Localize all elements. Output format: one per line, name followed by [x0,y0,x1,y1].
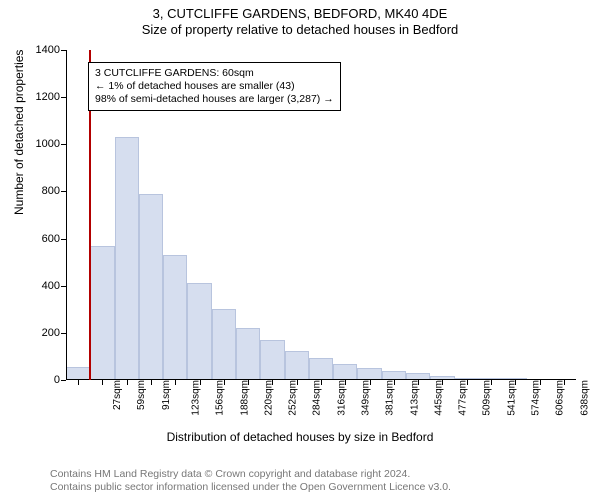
y-tick-label: 400 [42,280,66,292]
x-tick-mark [515,380,516,385]
x-tick-label: 284sqm [306,380,323,416]
y-tick-label: 1200 [36,91,66,103]
x-tick-mark [102,380,103,385]
x-tick-mark [78,380,79,385]
x-tick-label: 477sqm [452,380,469,416]
x-axis-label: Distribution of detached houses by size … [0,430,600,444]
y-tick-label: 1000 [36,138,66,150]
x-tick-label: 59sqm [130,380,147,410]
x-tick-mark [394,380,395,385]
x-tick-label: 638sqm [573,380,590,416]
x-tick-mark [442,380,443,385]
x-tick-label: 413sqm [403,380,420,416]
footer-line-1: Contains HM Land Registry data © Crown c… [50,468,451,481]
x-tick-mark [370,380,371,385]
y-tick-label: 200 [42,327,66,339]
x-tick-mark [175,380,176,385]
y-tick-label: 1400 [36,44,66,56]
x-tick-label: 606sqm [549,380,566,416]
title-line-2: Size of property relative to detached ho… [0,22,600,38]
footer: Contains HM Land Registry data © Crown c… [50,468,451,494]
callout-line-3: 98% of semi-detached houses are larger (… [95,93,334,106]
x-tick-label: 27sqm [106,380,123,410]
x-tick-label: 188sqm [233,380,250,416]
x-tick-label: 156sqm [209,380,226,416]
x-tick-mark [491,380,492,385]
x-tick-mark [224,380,225,385]
footer-line-2: Contains public sector information licen… [50,481,451,494]
callout-line-1: 3 CUTCLIFFE GARDENS: 60sqm [95,67,334,80]
x-tick-mark [467,380,468,385]
callout-box: 3 CUTCLIFFE GARDENS: 60sqm ← 1% of detac… [88,62,341,111]
x-tick-mark [564,380,565,385]
y-tick-label: 600 [42,233,66,245]
x-tick-mark [200,380,201,385]
callout-line-2: ← 1% of detached houses are smaller (43) [95,80,334,93]
x-tick-mark [345,380,346,385]
x-tick-label: 316sqm [330,380,347,416]
x-tick-label: 252sqm [282,380,299,416]
chart-title-block: 3, CUTCLIFFE GARDENS, BEDFORD, MK40 4DE … [0,6,600,39]
x-tick-label: 574sqm [525,380,542,416]
x-tick-label: 349sqm [355,380,372,416]
x-tick-mark [297,380,298,385]
x-tick-label: 381sqm [379,380,396,416]
x-tick-label: 445sqm [427,380,444,416]
x-tick-mark [248,380,249,385]
x-tick-mark [127,380,128,385]
x-tick-label: 91sqm [155,380,172,410]
x-tick-label: 123sqm [185,380,202,416]
y-axis-label: Number of detached properties [12,50,26,215]
x-tick-mark [418,380,419,385]
x-tick-mark [540,380,541,385]
y-tick-label: 0 [54,374,66,386]
x-tick-label: 541sqm [500,380,517,416]
x-tick-label: 509sqm [476,380,493,416]
x-tick-label: 220sqm [257,380,274,416]
y-tick-label: 800 [42,185,66,197]
x-tick-mark [321,380,322,385]
title-line-1: 3, CUTCLIFFE GARDENS, BEDFORD, MK40 4DE [0,6,600,22]
x-tick-mark [151,380,152,385]
x-tick-mark [272,380,273,385]
